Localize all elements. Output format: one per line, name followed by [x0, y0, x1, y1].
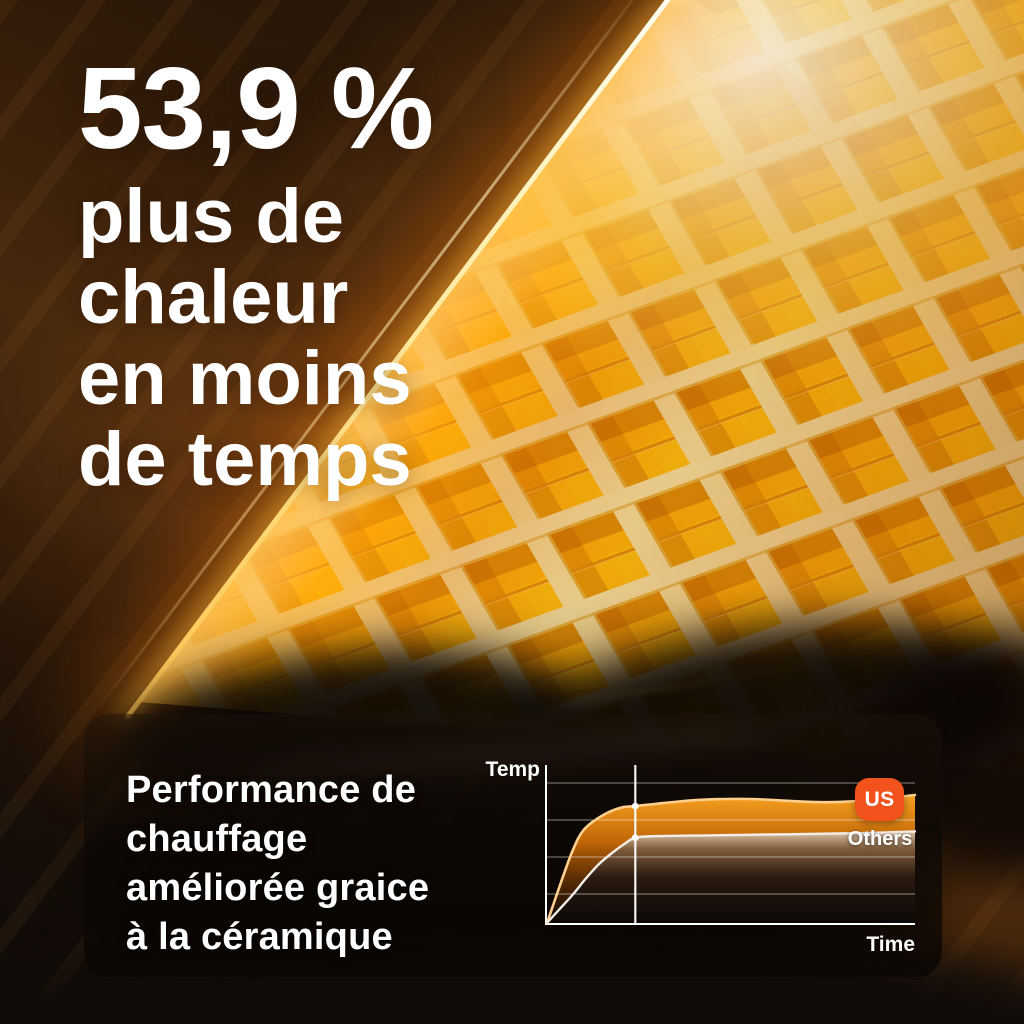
- chart-svg: [545, 765, 917, 925]
- others-legend-label: Others: [847, 828, 913, 850]
- headline-line-2: chaleur: [78, 255, 349, 340]
- us-legend-badge: US: [855, 778, 904, 821]
- caption-line-3: améliorée graice: [126, 867, 430, 909]
- y-axis-label: Temp: [485, 758, 540, 781]
- caption-line-2: chauffage: [126, 818, 308, 860]
- card-caption: Performance de chauffage améliorée graic…: [126, 766, 429, 962]
- headline: 53,9 % plus de chaleur en moins de temps: [78, 43, 434, 500]
- info-card: Performance de chauffage améliorée graic…: [84, 714, 942, 977]
- stat-headline: 53,9 %: [78, 43, 434, 173]
- headline-line-3: en moins: [78, 336, 412, 421]
- headline-subtext: plus de chaleur en moins de temps: [78, 176, 433, 500]
- x-axis-label: Time: [866, 933, 915, 956]
- chart-plot: [545, 765, 917, 925]
- performance-chart: Temp Time US Others: [84, 714, 942, 977]
- caption-line-4: à la céramique: [126, 916, 393, 958]
- caption-line-1: Performance de: [126, 769, 417, 811]
- headline-line-1: plus de: [78, 174, 345, 259]
- headline-line-4: de temps: [78, 417, 412, 502]
